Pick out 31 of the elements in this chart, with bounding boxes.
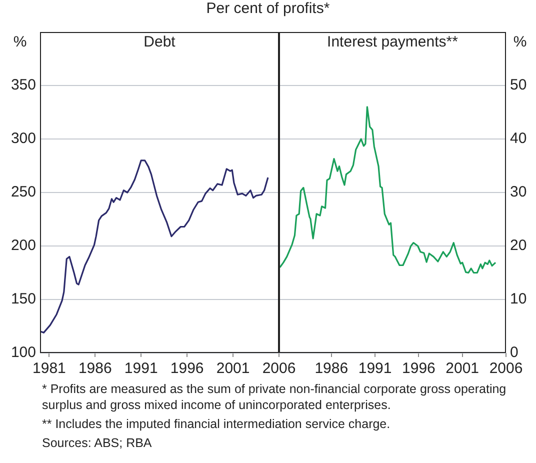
chart-title: Per cent of profits*	[205, 0, 331, 19]
y2-tick-label: 30	[510, 184, 527, 201]
y-tick-label: 250	[10, 184, 36, 201]
x-tick-label: 2001	[446, 360, 480, 378]
x-tick-label: 1986	[314, 360, 348, 378]
y2-tick-label: 0	[510, 344, 518, 362]
x-tick-label: 1991	[358, 360, 392, 378]
y2-tick-label: 50	[510, 76, 527, 94]
y2-tick-label: 10	[510, 290, 527, 308]
y2-tick-label: 20	[510, 237, 527, 254]
x-tick-label: 1981	[32, 360, 66, 378]
y2-tick-label: 40	[510, 130, 527, 148]
text: * Profits are measured as the sum of private non-financial corporate gross operating surplus and gross mixed income of unincorporated enterprises.	[42, 381, 508, 413]
y-tick-label: 100	[10, 344, 36, 362]
y-tick-label: 200	[10, 237, 36, 254]
x-tick-label: 1996	[402, 360, 436, 378]
x-tick-label: 1986	[78, 360, 112, 378]
source-note: Sources: ABS; RBA	[42, 435, 153, 451]
chart-subtitle: Debt	[144, 34, 176, 51]
y-axis-title: %	[13, 34, 27, 51]
y2-axis-title: %	[513, 34, 527, 51]
x-tick-label: 2001	[216, 360, 250, 378]
x-tick-label: 1996	[170, 360, 204, 378]
y-tick-label: 350	[10, 76, 36, 94]
chart-subtitle: Interest payments**	[327, 34, 458, 51]
text: ** Includes the imputed financial intermediation service charge.	[42, 416, 392, 432]
x-tick-label: 2006	[262, 360, 296, 378]
y-tick-label: 300	[10, 130, 36, 148]
y-tick-label: 150	[10, 290, 36, 308]
x-tick-label: 1991	[124, 360, 158, 378]
x-tick-label: 2006	[489, 360, 523, 378]
